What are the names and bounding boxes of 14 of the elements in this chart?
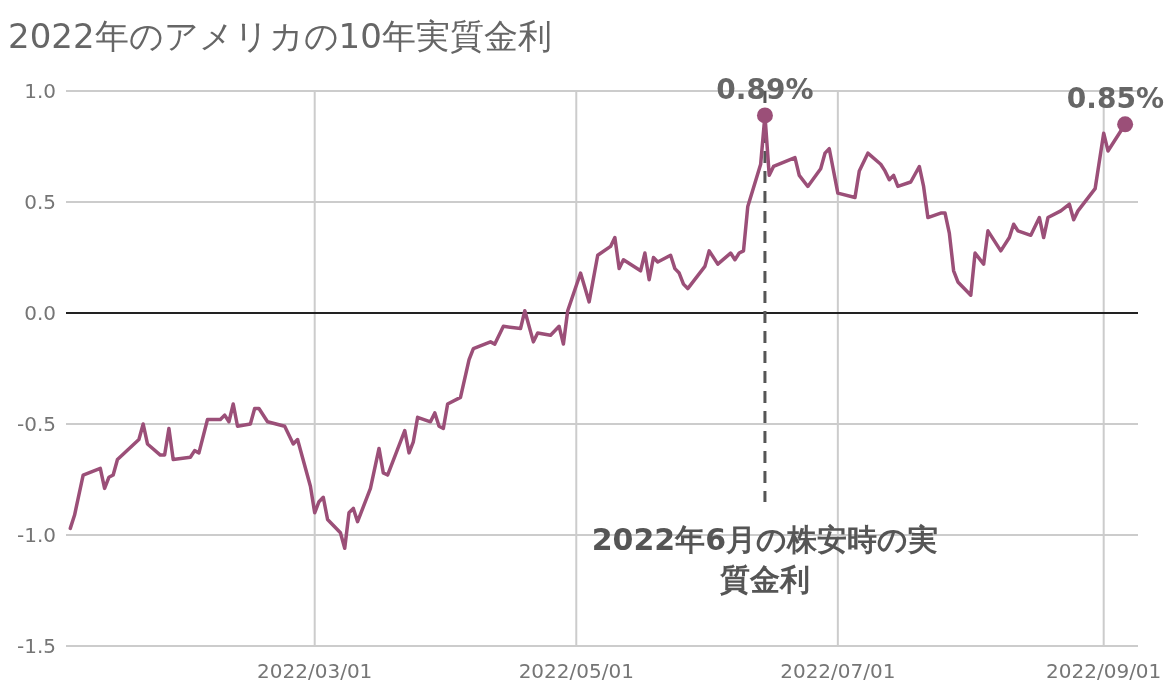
x-tick-label: 2022/07/01 (780, 659, 896, 683)
x-tick-label: 2022/09/01 (1046, 659, 1162, 683)
x-tick-label: 2022/03/01 (257, 659, 373, 683)
y-tick-label: 1.0 (24, 79, 56, 103)
y-tick-label: -1.5 (16, 634, 56, 658)
annotation: 0.89% (716, 73, 814, 107)
y-tick-label: 0.0 (24, 301, 56, 325)
y-tick-label: -1.0 (16, 523, 56, 547)
x-tick-label: 2022/05/01 (518, 659, 634, 683)
ref-line-label: 2022年6月の株安時の実質金利 (591, 522, 939, 597)
y-tick-label: -0.5 (16, 412, 56, 436)
annotation: 0.85% (1066, 82, 1164, 116)
chart-title: 2022年のアメリカの10年実質金利 (8, 16, 552, 56)
y-tick-label: 0.5 (24, 190, 56, 214)
